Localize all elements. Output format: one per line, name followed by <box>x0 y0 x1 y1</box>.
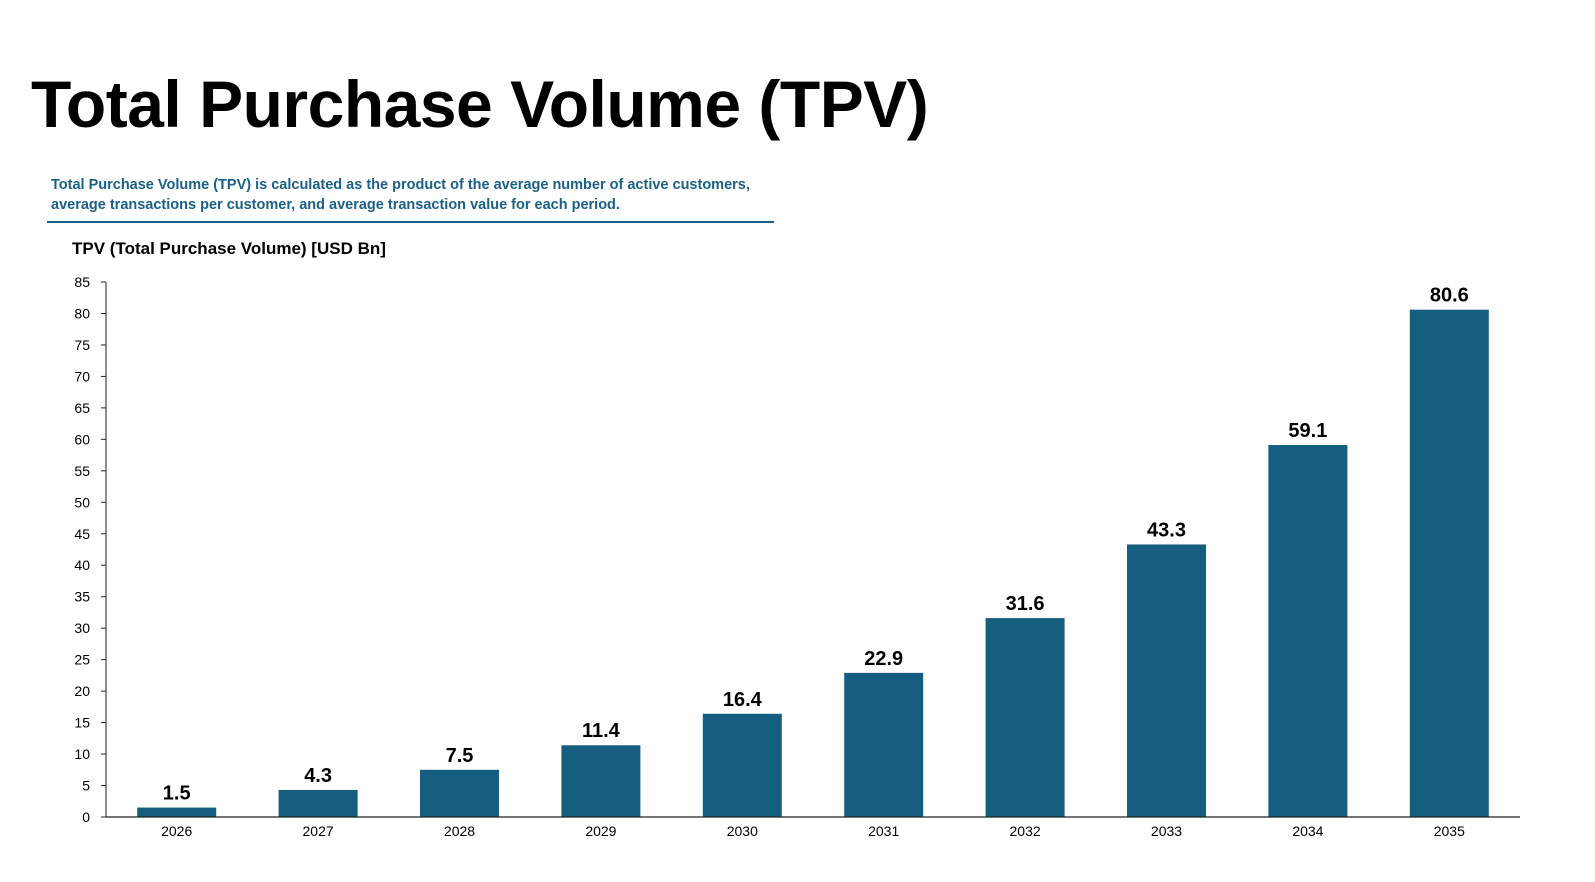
y-tick-label: 0 <box>82 809 90 825</box>
x-tick-label: 2032 <box>1010 823 1041 839</box>
data-label: 22.9 <box>864 648 903 670</box>
y-tick-label: 40 <box>74 557 90 573</box>
y-tick-label: 50 <box>74 494 90 510</box>
x-tick-label: 2029 <box>585 823 616 839</box>
y-tick-label: 15 <box>74 715 90 731</box>
x-tick-label: 2034 <box>1292 823 1323 839</box>
x-tick-label: 2028 <box>444 823 475 839</box>
chart-title: TPV (Total Purchase Volume) [USD Bn] <box>72 239 386 258</box>
y-tick-label: 30 <box>74 620 90 636</box>
y-tick-label: 65 <box>74 400 90 416</box>
y-tick-label: 35 <box>74 589 90 605</box>
data-label: 31.6 <box>1006 593 1045 615</box>
y-tick-label: 55 <box>74 463 90 479</box>
bar <box>844 672 924 817</box>
y-tick-label: 70 <box>74 368 90 384</box>
bar <box>278 789 358 817</box>
bar <box>1127 544 1206 817</box>
data-label: 1.5 <box>163 783 191 805</box>
data-label: 4.3 <box>304 765 332 787</box>
bar <box>137 807 217 817</box>
data-label: 43.3 <box>1147 519 1186 541</box>
data-label: 16.4 <box>723 689 763 711</box>
data-label: 80.6 <box>1430 285 1469 307</box>
x-tick-label: 2026 <box>161 823 192 839</box>
bar <box>1409 309 1489 817</box>
bar <box>420 769 499 817</box>
x-tick-label: 2027 <box>303 823 334 839</box>
y-tick-label: 85 <box>74 274 90 290</box>
bar <box>985 618 1065 817</box>
bar <box>1268 445 1348 817</box>
x-tick-label: 2031 <box>868 823 899 839</box>
y-tick-label: 75 <box>74 337 90 353</box>
divider <box>47 221 774 223</box>
data-label: 7.5 <box>446 745 474 767</box>
bar <box>702 713 782 817</box>
y-tick-label: 45 <box>74 526 90 542</box>
y-tick-label: 60 <box>74 431 90 447</box>
data-label: 11.4 <box>582 720 621 742</box>
y-tick-label: 10 <box>74 746 90 762</box>
description-text: Total Purchase Volume (TPV) is calculate… <box>51 177 750 213</box>
y-tick-label: 20 <box>74 683 90 699</box>
x-tick-label: 2035 <box>1434 823 1465 839</box>
bar <box>561 745 641 817</box>
x-tick-label: 2033 <box>1151 823 1182 839</box>
data-label: 59.1 <box>1288 420 1327 442</box>
page-title: Total Purchase Volume (TPV) <box>31 67 929 141</box>
y-tick-label: 5 <box>82 778 90 794</box>
x-tick-label: 2030 <box>727 823 758 839</box>
y-tick-label: 80 <box>74 305 90 321</box>
y-tick-label: 25 <box>74 652 90 668</box>
